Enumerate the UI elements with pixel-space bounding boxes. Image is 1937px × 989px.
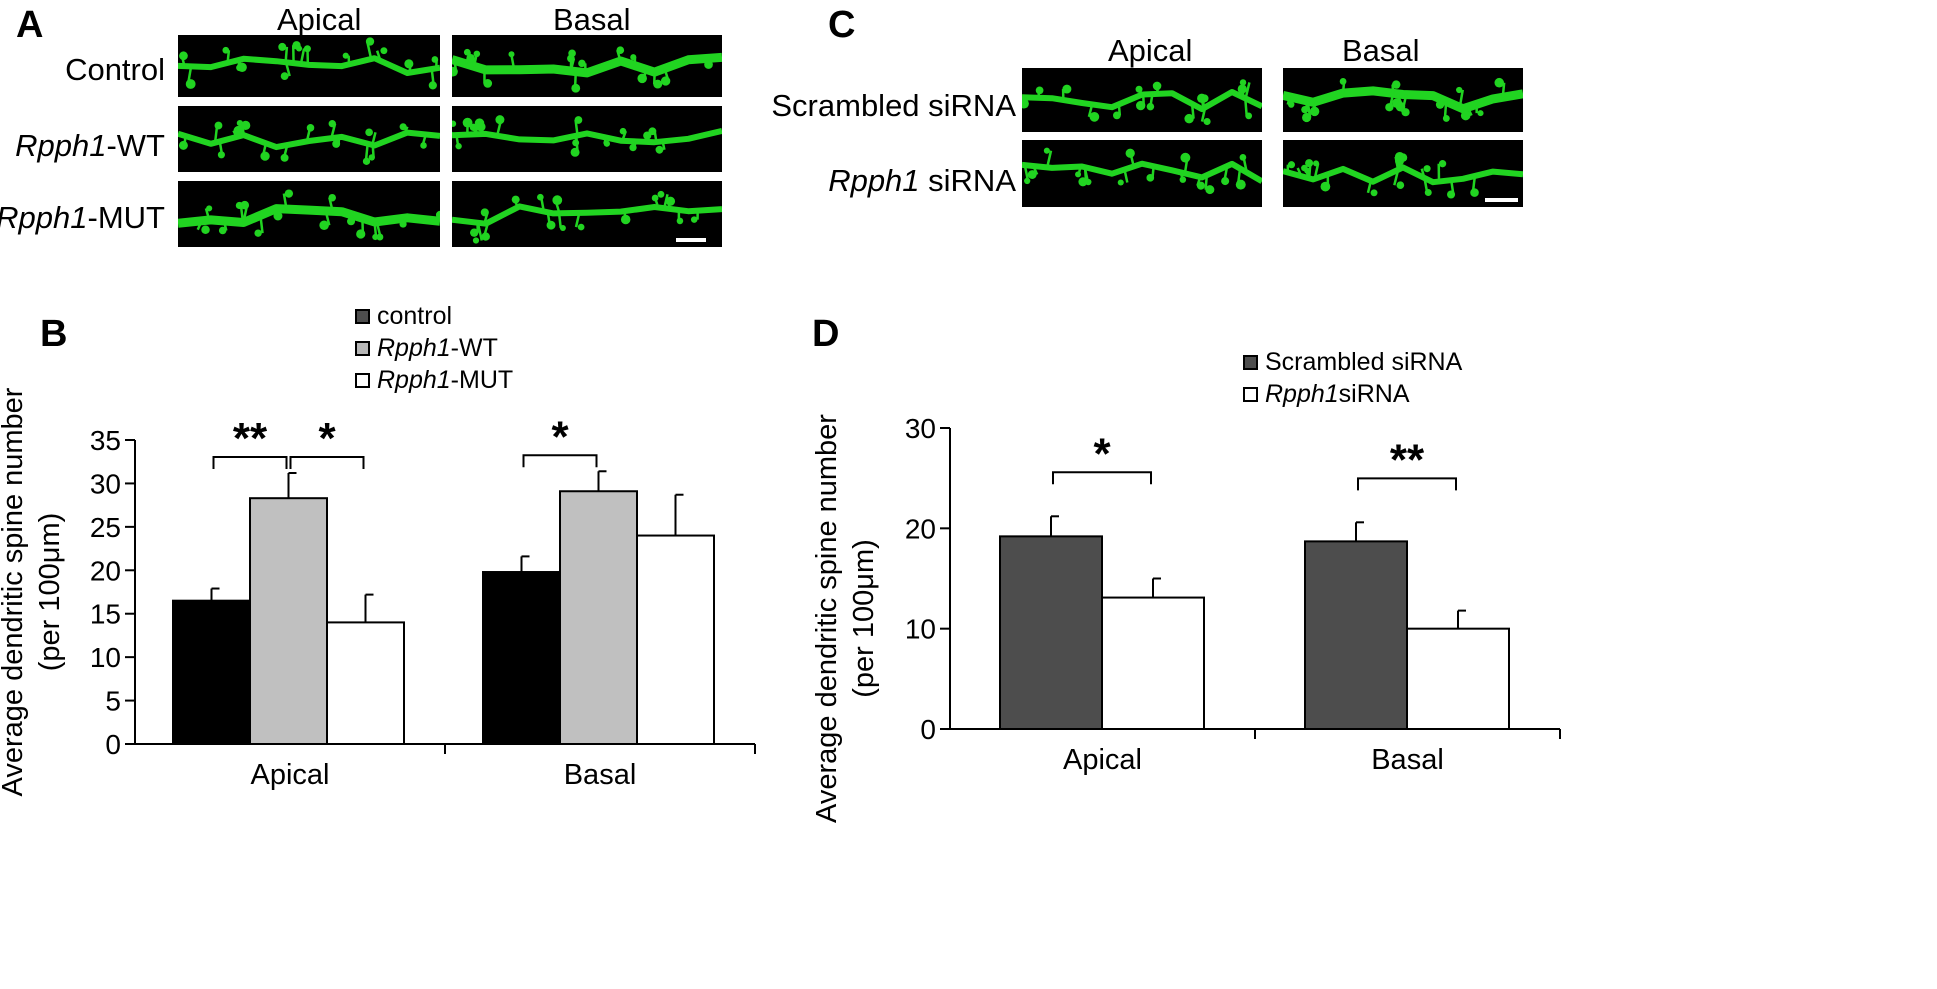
- legend-d-swatch-rpph1: [1243, 386, 1258, 402]
- chart-b-bar-c1-s1: [559, 490, 638, 746]
- panel-a-column-basal: Basal: [553, 2, 631, 37]
- chart-b-category-label-0: Apical: [251, 759, 330, 791]
- chart-b-bar-c0-s0: [172, 599, 251, 746]
- panel-label-a: A: [16, 4, 44, 46]
- chart-d-bar-c1-s1: [1406, 627, 1510, 731]
- micrograph-wt-basal: [452, 106, 722, 172]
- chart-b-significance-label-2: *: [551, 412, 569, 461]
- chart-b: 0 5 10 15 20 25 30 35 Apical Basal Average dendrit…: [0, 387, 756, 796]
- panel-c-column-apical: Apical: [1108, 33, 1193, 68]
- chart-d-significance-bracket-0: [1052, 471, 1152, 485]
- chart-b-category-label-1: Basal: [564, 759, 637, 791]
- chart-b-significance-bracket-0: [212, 456, 288, 470]
- legend-d-item-rpph1: Rpph1 siRNA: [1243, 378, 1462, 410]
- chart-b-y-axis-label-line1: Average dendritic spine number: [0, 387, 29, 796]
- chart-d-y-tick-label-0: 0: [920, 714, 936, 745]
- legend-b-item-wt: Rpph1 -WT: [355, 332, 513, 364]
- chart-b-y-tick-label-4: 20: [90, 555, 121, 586]
- micrograph-rpph1-apical: [1022, 140, 1262, 207]
- micrograph-scrambled-apical: [1022, 68, 1262, 132]
- chart-b-significance-label-1: *: [318, 414, 336, 463]
- chart-d-y-tick-label-1: 10: [905, 614, 936, 645]
- legend-b-swatch-control: [355, 308, 370, 324]
- micrograph-mut-basal: [452, 181, 722, 247]
- panel-c-row-label-rpph1: Rpph1 siRNA: [828, 163, 1016, 198]
- chart-b-bar-c0-s2: [326, 621, 405, 746]
- chart-d-y-axis-label-line2: (per 100μm): [848, 539, 880, 698]
- chart-b-y-tick-label-6: 30: [90, 468, 121, 499]
- legend-b-swatch-wt: [355, 340, 370, 356]
- chart-b-significance-label-0: **: [233, 414, 268, 463]
- chart-d-category-label-0: Apical: [1063, 744, 1142, 776]
- micrograph-wt-apical: [178, 106, 440, 172]
- legend-d: Scrambled siRNA Rpph1 siRNA: [1243, 346, 1462, 410]
- panel-a-row-label-mut: Rpph1-MUT: [0, 200, 165, 235]
- micrograph-rpph1-basal: [1283, 140, 1523, 207]
- panel-label-c: C: [828, 4, 856, 46]
- chart-d-significance-bracket-1: [1357, 477, 1457, 491]
- chart-d-bar-c1-s0: [1304, 540, 1408, 730]
- legend-b-item-control: control: [355, 300, 513, 332]
- chart-b-y-tick-label-0: 0: [105, 729, 121, 760]
- panel-label-d: D: [812, 313, 840, 355]
- panel-a-row-label-wt: Rpph1-WT: [15, 128, 165, 163]
- chart-b-y-tick-label-5: 25: [90, 512, 121, 543]
- legend-d-item-scrambled: Scrambled siRNA: [1243, 346, 1462, 378]
- legend-b-item-mut: Rpph1 -MUT: [355, 364, 513, 396]
- panel-c-column-basal: Basal: [1342, 33, 1420, 68]
- chart-d-y-axis-label-line1: Average dendritic spine number: [811, 414, 843, 823]
- micrograph-scrambled-basal: [1283, 68, 1523, 132]
- panel-label-b: B: [40, 313, 68, 355]
- scale-bar-a: [676, 238, 706, 242]
- chart-b-y-tick-label-3: 15: [90, 599, 121, 630]
- scale-bar-c: [1485, 198, 1518, 202]
- chart-b-y-axis-label-line2: (per 100μm): [34, 513, 66, 672]
- micrograph-control-apical: [178, 35, 440, 97]
- chart-b-bar-c1-s0: [482, 571, 561, 745]
- chart-b-significance-bracket-1: [289, 456, 365, 470]
- chart-d-bar-c0-s1: [1101, 596, 1205, 731]
- panel-c-row-label-scrambled: Scrambled siRNA: [771, 88, 1016, 123]
- panel-a-column-apical: Apical: [277, 2, 362, 37]
- chart-b-significance-bracket-2: [522, 454, 598, 468]
- chart-d-significance-label-1: **: [1390, 435, 1425, 484]
- chart-b-y-tick-label-7: 35: [90, 425, 121, 456]
- chart-d-bar-c0-s0: [999, 535, 1103, 730]
- chart-d-significance-label-0: *: [1093, 429, 1111, 478]
- legend-b-swatch-mut: [355, 372, 370, 388]
- legend-d-swatch-scrambled: [1243, 354, 1258, 370]
- chart-d-category-label-1: Basal: [1371, 744, 1444, 776]
- chart-d-y-tick-label-3: 30: [905, 413, 936, 444]
- panel-a-row-label-control: Control: [65, 52, 165, 87]
- chart-b-bar-c0-s1: [249, 497, 328, 745]
- micrograph-control-basal: [452, 35, 722, 97]
- legend-b: control Rpph1 -WT Rpph1 -MUT: [355, 300, 513, 396]
- chart-b-y-tick-label-1: 5: [105, 686, 121, 717]
- micrograph-mut-apical: [178, 181, 440, 247]
- chart-b-y-tick-label-2: 10: [90, 642, 121, 673]
- chart-b-bar-c1-s2: [636, 534, 715, 745]
- chart-d-y-tick-label-2: 20: [905, 513, 936, 544]
